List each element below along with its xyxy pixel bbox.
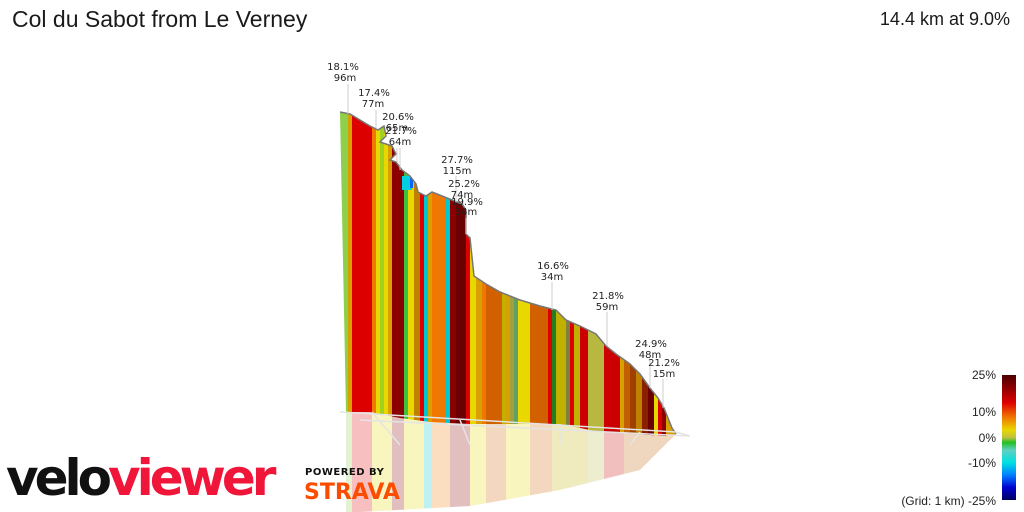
- annotation-gradient: 16.6%: [537, 261, 569, 272]
- powered-by-label: POWERED BY: [305, 467, 385, 478]
- legend-label-10: 10%: [971, 405, 996, 419]
- annotation-gradient: 21.7%: [385, 126, 417, 137]
- annotation-gradient: 18.1%: [327, 62, 359, 73]
- annotation-length: 115m: [443, 166, 472, 177]
- veloviewer-logo: veloviewer: [6, 449, 276, 507]
- annotation-length: 74m: [451, 190, 473, 201]
- annotation-length: 65m: [386, 123, 408, 134]
- logo-velo: velo: [6, 449, 112, 507]
- page-title: Col du Sabot from Le Verney: [12, 6, 308, 32]
- annotation-length: 48m: [639, 350, 661, 361]
- annotation-length: 59m: [596, 302, 618, 313]
- annotation-length: 34m: [541, 272, 563, 283]
- strava-logo: STRAVA: [304, 480, 400, 505]
- legend-label-25: 25%: [971, 368, 996, 382]
- annotation-gradient: 21.8%: [592, 291, 624, 302]
- gradient-color-scale: [1002, 375, 1016, 500]
- annotations: 18.1% 96m 17.4% 77m 20.6% 65m 21.7% 64m …: [327, 62, 680, 380]
- profile-outline: [339, 111, 677, 435]
- annotation-gradient: 24.9%: [635, 339, 667, 350]
- annotation-length: 64m: [389, 137, 411, 148]
- legend-label-minus25: (Grid: 1 km) -25%: [901, 494, 996, 508]
- annotation-gradient: 21.2%: [648, 358, 680, 369]
- annotation-gradient: 17.4%: [358, 88, 390, 99]
- annotation-length: 34m: [455, 207, 477, 218]
- gradient-stripes: [340, 112, 676, 436]
- annotation-gradient: 25.2%: [448, 179, 480, 190]
- ground-grid: [339, 411, 691, 446]
- annotation-gradient: 20.6%: [382, 112, 414, 123]
- logo-viewer: viewer: [108, 449, 276, 507]
- annotation-length: 15m: [653, 369, 675, 380]
- annotation-gradient: 27.7%: [441, 155, 473, 166]
- annotation-gradient: 19.9%: [451, 197, 483, 208]
- legend-label-0: 0%: [978, 431, 996, 445]
- climb-summary: 14.4 km at 9.0%: [879, 9, 1010, 29]
- annotation-leaders: [347, 84, 664, 408]
- annotation-length: 77m: [362, 99, 384, 110]
- annotation-length: 96m: [334, 73, 356, 84]
- legend-label-minus10: -10%: [967, 456, 996, 470]
